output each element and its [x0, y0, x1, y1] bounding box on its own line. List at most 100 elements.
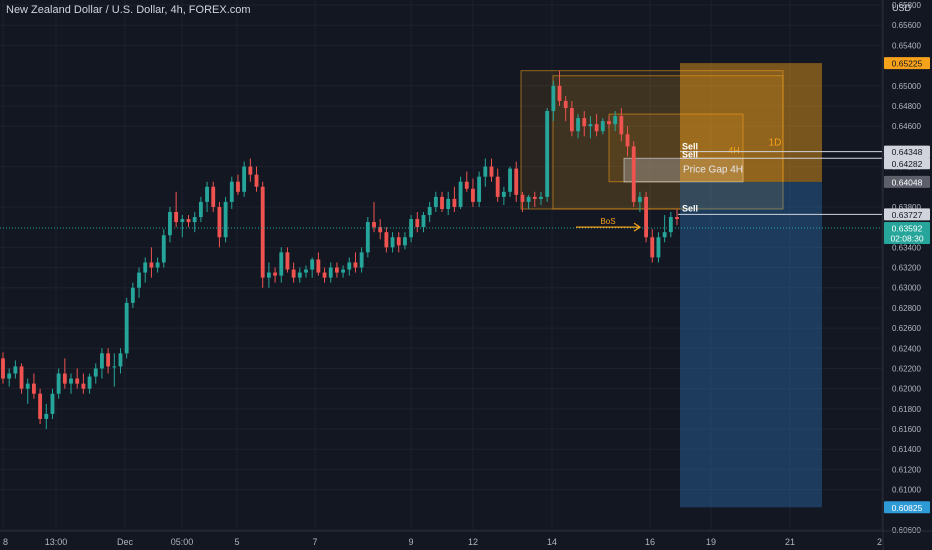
candle-body[interactable] — [1, 358, 5, 379]
candle-body[interactable] — [186, 219, 191, 223]
price-tag-sell-2-bg[interactable] — [884, 157, 930, 170]
candle-body[interactable] — [161, 235, 166, 263]
candle-body[interactable] — [38, 393, 43, 419]
candle-body[interactable] — [390, 237, 395, 248]
candle-body[interactable] — [341, 269, 346, 273]
candle-body[interactable] — [266, 272, 271, 278]
candle-body[interactable] — [56, 373, 61, 394]
candle-body[interactable] — [229, 181, 234, 202]
candle-body[interactable] — [291, 269, 296, 278]
candle-body[interactable] — [656, 237, 661, 258]
candle-body[interactable] — [81, 383, 86, 389]
candle-body[interactable] — [155, 262, 160, 268]
candle-body[interactable] — [69, 378, 73, 384]
candle-body[interactable] — [130, 287, 135, 303]
candle-body[interactable] — [285, 252, 290, 270]
candle-body[interactable] — [143, 262, 148, 273]
candle-body[interactable] — [93, 368, 98, 377]
candle-body[interactable] — [433, 196, 438, 207]
candle-body[interactable] — [353, 262, 358, 268]
candle-body[interactable] — [625, 134, 630, 147]
candle-body[interactable] — [254, 174, 259, 187]
candle-body[interactable] — [304, 269, 308, 273]
candle-body[interactable] — [551, 85, 556, 112]
candle-body[interactable] — [440, 196, 444, 209]
zone-orange-range-1d[interactable] — [552, 75, 784, 210]
candle-body[interactable] — [50, 393, 55, 414]
candle-body[interactable] — [242, 166, 247, 192]
candle-body[interactable] — [137, 272, 141, 288]
candle-body[interactable] — [582, 118, 587, 127]
candle-body[interactable] — [569, 108, 574, 132]
candle-body[interactable] — [273, 272, 277, 276]
candle-body[interactable] — [297, 272, 302, 278]
candle-body[interactable] — [62, 373, 67, 384]
candle-body[interactable] — [508, 168, 512, 192]
candle-body[interactable] — [118, 353, 123, 367]
candle-body[interactable] — [563, 100, 568, 109]
candle-body[interactable] — [334, 267, 339, 273]
candle-body[interactable] — [489, 166, 494, 177]
candle-body[interactable] — [13, 366, 18, 374]
candle-body[interactable] — [588, 124, 593, 127]
candle-body[interactable] — [211, 186, 216, 207]
candle-body[interactable] — [668, 217, 673, 233]
last-price-tag-bg[interactable] — [884, 221, 930, 244]
candle-body[interactable] — [359, 252, 364, 268]
candle-body[interactable] — [446, 198, 451, 209]
price-tag-stop-bg[interactable] — [884, 57, 930, 70]
candle-body[interactable] — [576, 118, 580, 132]
candle-body[interactable] — [471, 188, 475, 202]
candle-body[interactable] — [452, 198, 457, 207]
candle-body[interactable] — [7, 373, 12, 379]
candle-body[interactable] — [322, 272, 327, 278]
candle-body[interactable] — [205, 186, 209, 202]
candle-body[interactable] — [427, 206, 432, 216]
candle-body[interactable] — [600, 121, 605, 132]
candle-body[interactable] — [149, 262, 154, 268]
candle-body[interactable] — [180, 219, 185, 223]
position-stop-zone[interactable] — [680, 63, 822, 182]
zone-orange-range-large[interactable] — [520, 70, 784, 210]
candle-body[interactable] — [545, 111, 550, 197]
candle-body[interactable] — [25, 383, 30, 389]
candle-body[interactable] — [458, 181, 463, 207]
candle-body[interactable] — [378, 227, 383, 233]
candle-body[interactable] — [396, 237, 401, 246]
candle-body[interactable] — [557, 85, 562, 101]
candle-body[interactable] — [613, 116, 618, 125]
candle-body[interactable] — [217, 206, 222, 238]
candle-body[interactable] — [607, 121, 611, 125]
candle-body[interactable] — [310, 259, 315, 270]
candle-body[interactable] — [223, 201, 228, 238]
candle-body[interactable] — [403, 237, 407, 246]
candle-body[interactable] — [32, 383, 36, 394]
candle-body[interactable] — [384, 232, 389, 248]
candle-body[interactable] — [415, 219, 420, 228]
candle-body[interactable] — [124, 302, 129, 354]
price-tag-sell-3-bg[interactable] — [884, 208, 930, 221]
candle-body[interactable] — [347, 262, 352, 270]
candle-body[interactable] — [662, 232, 667, 238]
candle-body[interactable] — [650, 237, 655, 258]
candle-body[interactable] — [192, 217, 197, 223]
candle-body[interactable] — [483, 166, 488, 177]
candle-body[interactable] — [477, 176, 482, 202]
candle-body[interactable] — [372, 222, 376, 228]
price-tag-sell-1-bg[interactable] — [884, 145, 930, 158]
candle-body[interactable] — [532, 196, 537, 199]
candle-body[interactable] — [501, 191, 506, 197]
candle-body[interactable] — [675, 217, 679, 220]
candle-body[interactable] — [87, 376, 92, 389]
candle-body[interactable] — [260, 186, 265, 278]
candle-body[interactable] — [365, 222, 370, 253]
candle-body[interactable] — [106, 353, 111, 367]
candle-body[interactable] — [44, 413, 49, 419]
candle-body[interactable] — [464, 181, 469, 189]
candle-body[interactable] — [174, 212, 179, 223]
candle-body[interactable] — [248, 166, 253, 175]
position-target-zone[interactable] — [680, 181, 822, 508]
candle-body[interactable] — [539, 196, 543, 199]
